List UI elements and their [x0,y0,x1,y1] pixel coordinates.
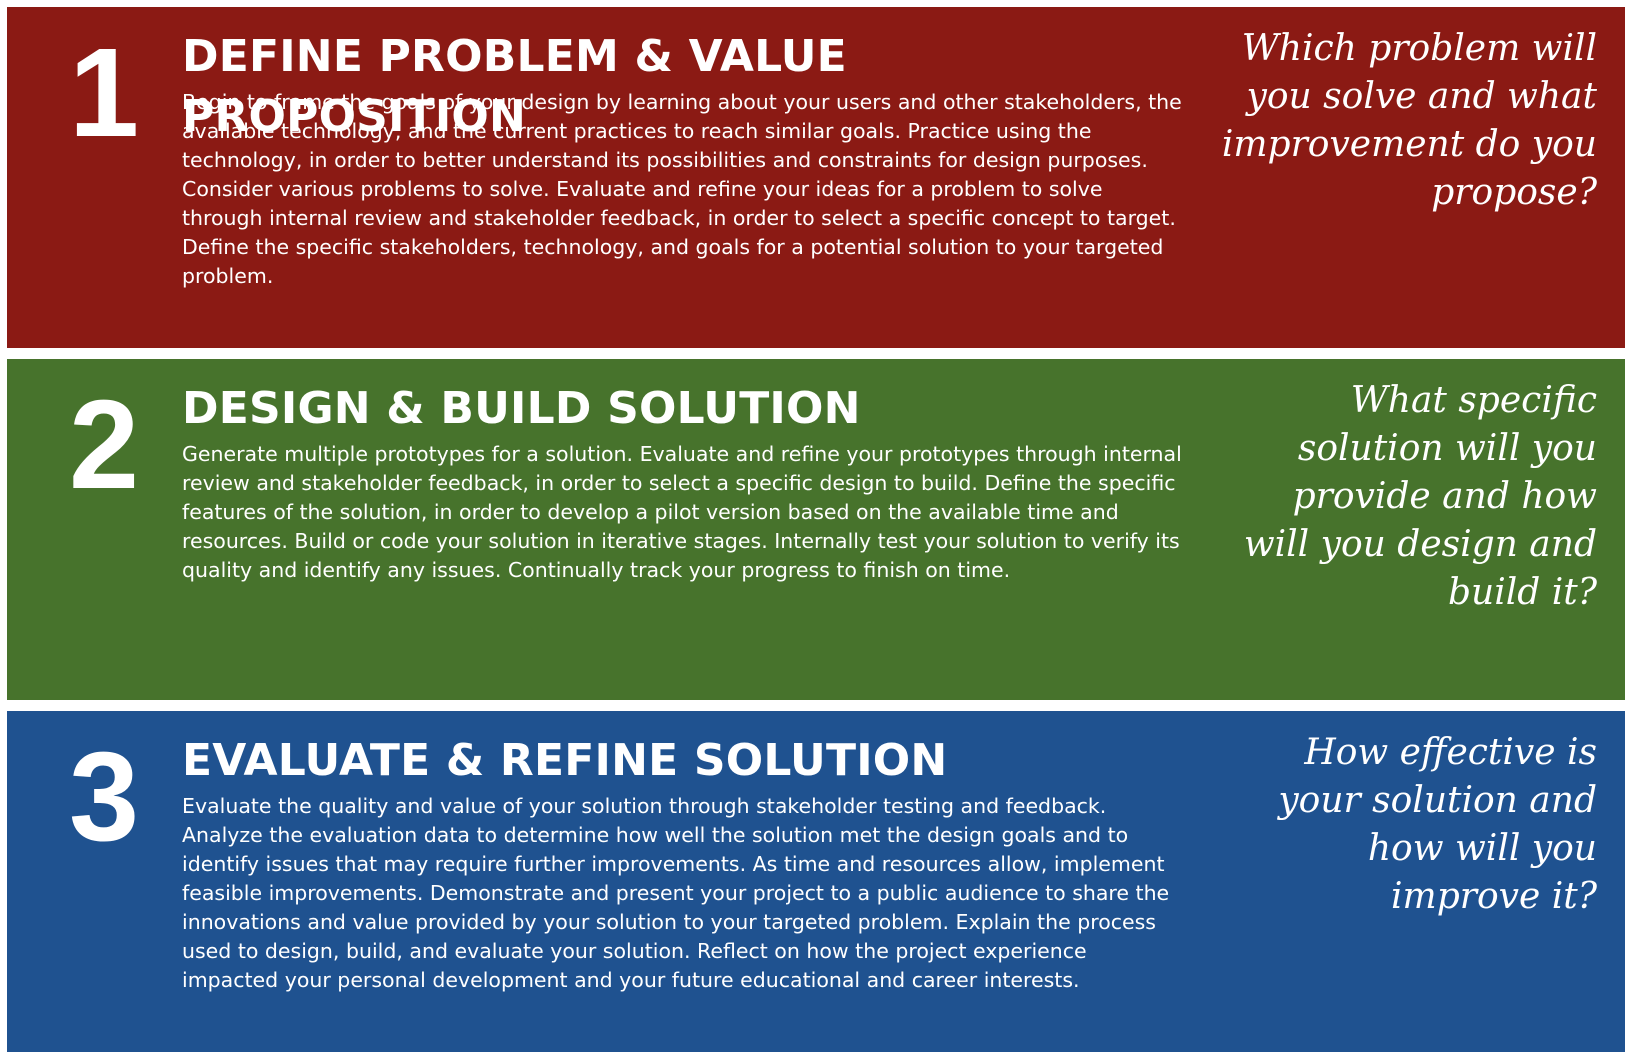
phase-2-panel: 2 DESIGN & BUILD SOLUTION Generate multi… [7,359,1625,700]
phase-number: 2 [68,374,140,515]
phase-question: What specific solution will you provide … [1243,380,1597,613]
phase-question: How effective is your solution and how w… [1278,732,1597,917]
phase-3-panel: 3 EVALUATE & REFINE SOLUTION Evaluate th… [7,711,1625,1052]
phase-number: 1 [68,22,140,163]
phase-title: DESIGN & BUILD SOLUTION [182,383,861,434]
phase-question: Which problem will you solve and what im… [1221,28,1597,213]
phase-description: Evaluate the quality and value of your s… [182,794,1170,992]
phase-description: Generate multiple prototypes for a solut… [182,442,1182,582]
phase-1-panel: 1 DEFINE PROBLEM & VALUE PROPOSITION Beg… [7,7,1625,348]
phase-description: Begin to frame the goals of your design … [182,90,1182,288]
phase-title: DEFINE PROBLEM & VALUE PROPOSITION [182,31,847,142]
phase-title: EVALUATE & REFINE SOLUTION [182,735,948,786]
phase-number: 3 [68,726,140,867]
